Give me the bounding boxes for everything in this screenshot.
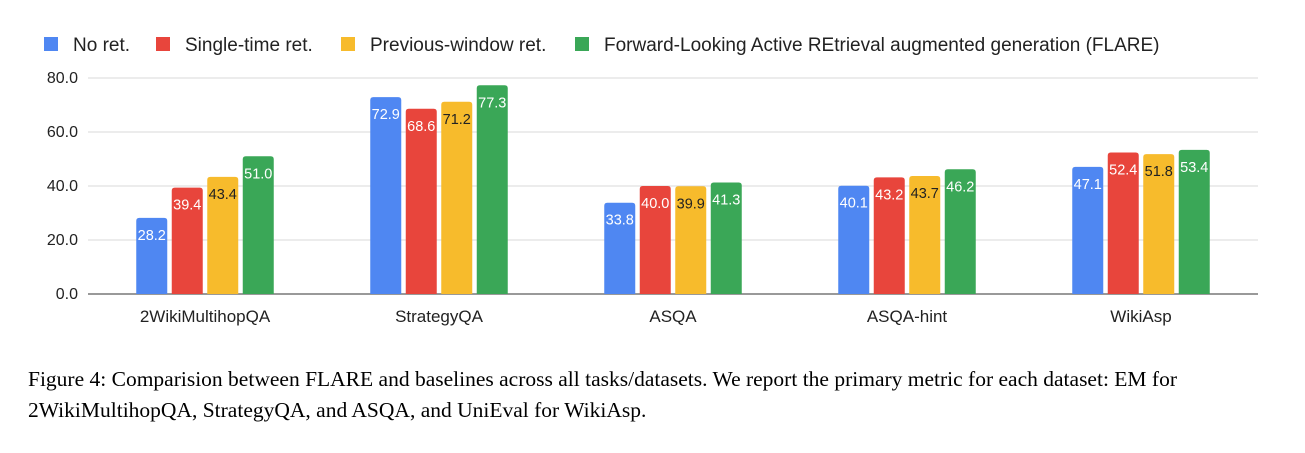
legend-label: Previous-window ret. bbox=[370, 35, 546, 56]
data-label: 33.8 bbox=[606, 213, 634, 229]
bar bbox=[136, 217, 168, 294]
legend-label: Forward-Looking Active REtrieval augment… bbox=[604, 35, 1160, 56]
x-tick-label: StrategyQA bbox=[395, 307, 484, 326]
x-tick-label: WikiAsp bbox=[1110, 307, 1171, 326]
bar bbox=[675, 186, 707, 294]
bar bbox=[838, 185, 870, 294]
legend-swatch bbox=[44, 37, 58, 51]
bar bbox=[1143, 154, 1175, 294]
x-tick-label: ASQA-hint bbox=[867, 307, 948, 326]
x-tick-label: ASQA bbox=[649, 307, 697, 326]
legend-swatch bbox=[156, 37, 170, 51]
data-label: 51.8 bbox=[1145, 164, 1173, 180]
x-axis: 2WikiMultihopQA StrategyQA ASQA ASQA-hint Wi… bbox=[140, 307, 1172, 326]
data-label: 43.2 bbox=[875, 187, 903, 203]
bar bbox=[441, 101, 473, 294]
data-label: 46.2 bbox=[946, 179, 974, 195]
data-label: 40.0 bbox=[641, 196, 669, 212]
legend-swatch bbox=[575, 37, 589, 51]
gridlines bbox=[88, 77, 1258, 295]
data-label: 40.1 bbox=[840, 196, 868, 212]
figure-caption: Figure 4: Comparision between FLARE and … bbox=[28, 367, 1177, 422]
data-label: 43.4 bbox=[209, 187, 237, 203]
bar bbox=[909, 176, 941, 294]
legend-label: No ret. bbox=[73, 35, 130, 56]
data-label: 53.4 bbox=[1180, 160, 1208, 176]
y-tick-label: 40.0 bbox=[47, 178, 78, 195]
bar-chart: No ret. Single-time ret. Previous-window r… bbox=[44, 35, 1258, 326]
data-label: 52.4 bbox=[1109, 163, 1137, 179]
x-tick-label: 2WikiMultihopQA bbox=[140, 307, 271, 326]
bar bbox=[944, 169, 976, 294]
y-tick-label: 80.0 bbox=[47, 70, 78, 87]
data-label: 77.3 bbox=[478, 95, 506, 111]
y-tick-label: 0.0 bbox=[56, 286, 78, 303]
bar bbox=[1072, 166, 1104, 294]
data-labels: 28.2 39.4 43.4 51.0 72.9 68.6 71.2 77.3 33.8 40.0… bbox=[138, 95, 1209, 244]
data-label: 71.2 bbox=[443, 112, 471, 128]
bar bbox=[710, 182, 742, 294]
data-label: 28.2 bbox=[138, 228, 166, 244]
data-label: 39.9 bbox=[677, 196, 705, 212]
bar bbox=[604, 202, 636, 294]
bar bbox=[171, 187, 203, 294]
bar bbox=[476, 85, 508, 294]
bar bbox=[873, 177, 905, 294]
chart-legend: No ret. Single-time ret. Previous-window r… bbox=[44, 35, 1160, 56]
y-tick-label: 20.0 bbox=[47, 232, 78, 249]
data-label: 41.3 bbox=[712, 192, 740, 208]
data-label: 47.1 bbox=[1074, 177, 1102, 193]
data-label: 39.4 bbox=[173, 198, 201, 214]
legend-swatch bbox=[341, 37, 355, 51]
legend-label: Single-time ret. bbox=[185, 35, 313, 56]
data-label: 68.6 bbox=[407, 119, 435, 135]
data-label: 43.7 bbox=[911, 186, 939, 202]
bar bbox=[1178, 149, 1210, 294]
bar bbox=[639, 186, 671, 294]
y-axis: 0.0 20.0 40.0 60.0 80.0 bbox=[47, 70, 78, 303]
bar bbox=[207, 176, 239, 294]
bar bbox=[405, 108, 437, 294]
y-tick-label: 60.0 bbox=[47, 124, 78, 141]
bar bbox=[370, 97, 402, 294]
bars bbox=[136, 85, 1210, 294]
bar bbox=[242, 156, 274, 294]
bar bbox=[1107, 152, 1139, 294]
data-label: 51.0 bbox=[244, 166, 272, 182]
data-label: 72.9 bbox=[372, 107, 400, 123]
